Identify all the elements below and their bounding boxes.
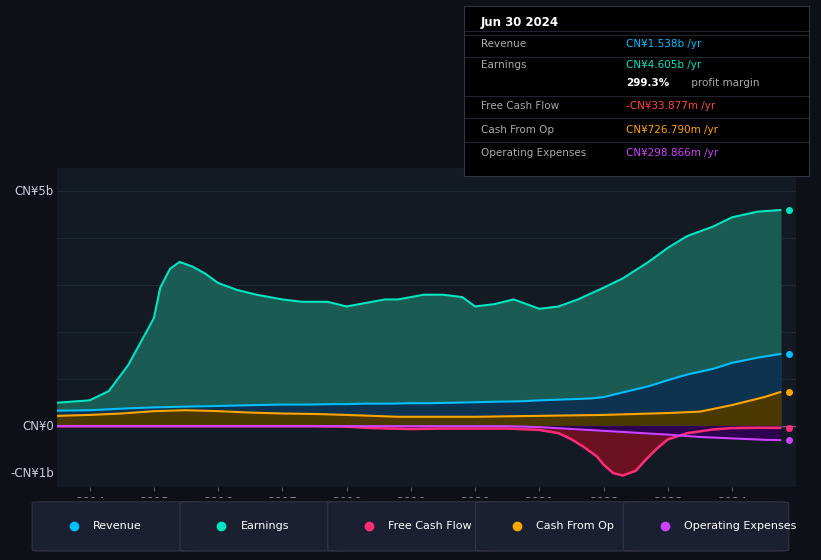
Text: Free Cash Flow: Free Cash Flow: [388, 521, 472, 531]
Text: 299.3%: 299.3%: [626, 78, 669, 88]
Text: CN¥4.605b /yr: CN¥4.605b /yr: [626, 59, 701, 69]
FancyBboxPatch shape: [32, 502, 198, 551]
Text: CN¥5b: CN¥5b: [15, 185, 54, 198]
FancyBboxPatch shape: [475, 502, 641, 551]
Text: CN¥726.790m /yr: CN¥726.790m /yr: [626, 125, 718, 136]
Text: Cash From Op: Cash From Op: [536, 521, 614, 531]
Text: CN¥298.866m /yr: CN¥298.866m /yr: [626, 148, 718, 158]
Text: Revenue: Revenue: [481, 39, 526, 49]
Text: Operating Expenses: Operating Expenses: [684, 521, 796, 531]
FancyBboxPatch shape: [328, 502, 493, 551]
Text: Jun 30 2024: Jun 30 2024: [481, 16, 559, 29]
Text: profit margin: profit margin: [688, 78, 759, 88]
Text: CN¥1.538b /yr: CN¥1.538b /yr: [626, 39, 701, 49]
Text: Cash From Op: Cash From Op: [481, 125, 554, 136]
Text: -CN¥33.877m /yr: -CN¥33.877m /yr: [626, 101, 715, 111]
FancyBboxPatch shape: [180, 502, 346, 551]
Text: Free Cash Flow: Free Cash Flow: [481, 101, 559, 111]
Text: Operating Expenses: Operating Expenses: [481, 148, 586, 158]
Text: CN¥0: CN¥0: [22, 419, 54, 433]
FancyBboxPatch shape: [623, 502, 789, 551]
Text: -CN¥1b: -CN¥1b: [10, 466, 54, 479]
Text: Revenue: Revenue: [93, 521, 141, 531]
Text: Earnings: Earnings: [241, 521, 289, 531]
Text: Earnings: Earnings: [481, 59, 526, 69]
